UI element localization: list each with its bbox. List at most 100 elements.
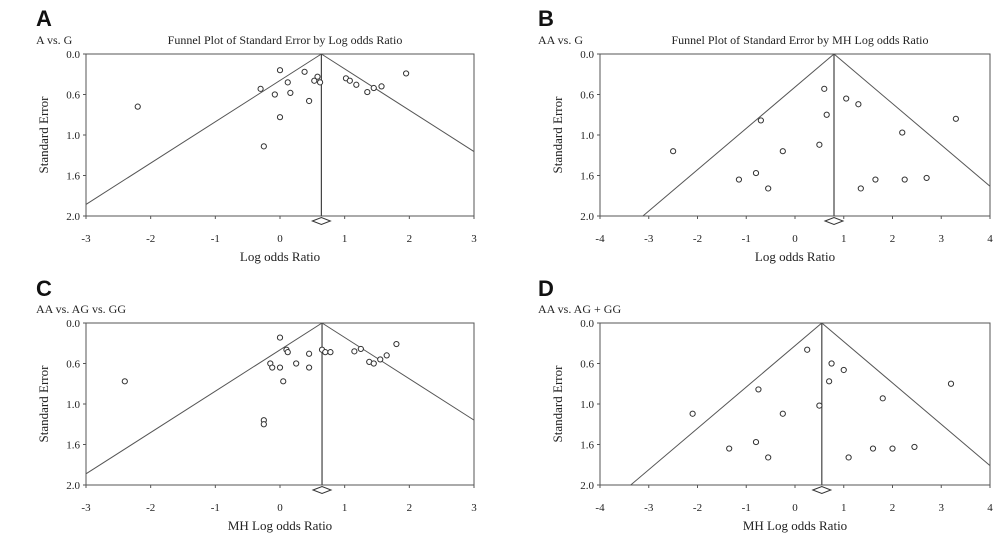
study-point [353,81,360,88]
plot-frame [85,322,475,486]
plot-frame [85,53,475,217]
plot-frame [599,322,991,486]
study-point [311,77,318,84]
funnel-left-line [85,322,323,475]
x-tick-label: -1 [211,502,220,514]
y-tick-label: 0.0 [66,318,80,330]
y-tick-label: 1.0 [66,399,80,411]
panel-letter: C [36,276,52,301]
y-tick-label: 0.6 [580,90,594,102]
study-point [121,378,128,385]
study-point [287,89,294,96]
study-point [752,438,760,446]
x-tick-label: -2 [146,233,155,245]
x-tick-label: -1 [211,233,220,245]
x-tick-label: -4 [595,502,605,514]
x-tick-label: 2 [407,502,413,514]
panel-subtitle: A vs. G [36,33,73,47]
funnel-right-line [821,322,991,466]
study-point [735,176,743,183]
study-point [823,111,830,118]
x-tick-label: -2 [693,233,702,245]
x-axis-title: MH Log odds Ratio [228,518,332,533]
x-tick-label: 0 [792,233,798,245]
study-point [393,340,400,348]
study-point [869,445,877,452]
x-tick-label: 2 [890,502,896,514]
study-point [327,349,334,356]
y-axis-title: Standard Error [550,96,565,174]
study-point [840,366,847,374]
study-point [134,103,141,110]
y-tick-label: 1.0 [66,130,80,142]
study-point [316,79,324,86]
y-tick-label: 0.6 [66,90,80,102]
x-tick-label: -1 [742,502,751,514]
x-tick-label: 1 [841,233,847,245]
study-point [689,410,696,417]
study-point [306,97,313,105]
study-point [757,117,764,124]
panel-subtitle: AA vs. AG + GG [538,302,621,316]
funnel-left-line [85,53,322,205]
study-point [284,79,291,86]
x-tick-label: 4 [987,502,993,514]
study-point [383,352,390,359]
study-point [816,402,823,409]
study-point [403,70,410,77]
x-tick-label: 3 [939,502,945,514]
y-tick-label: 1.0 [580,399,594,411]
y-tick-label: 0.0 [580,49,594,61]
x-tick-label: 1 [342,502,348,514]
x-tick-label: -3 [81,233,91,245]
y-tick-label: 2.0 [580,211,594,223]
x-tick-label: 3 [939,233,945,245]
panel-subtitle: AA vs. G [538,33,583,47]
chart-title: Funnel Plot of Standard Error by MH Log … [672,33,929,47]
x-tick-label: 3 [471,233,477,245]
study-point [357,345,364,353]
study-point [899,129,906,136]
study-point [377,356,384,363]
y-tick-label: 1.6 [66,440,80,452]
x-tick-label: -1 [742,233,751,245]
study-point [879,395,886,402]
study-point [280,378,287,385]
study-point [826,378,833,385]
study-point [779,148,786,155]
study-point [752,169,760,177]
study-point [276,114,284,121]
panel-letter: B [538,6,554,31]
x-axis-title: Log odds Ratio [755,249,835,264]
study-point [857,185,864,192]
x-tick-label: -3 [644,233,654,245]
panel-subtitle: AA vs. AG vs. GG [36,302,126,316]
y-axis-title: Standard Error [36,365,51,443]
study-point [351,348,358,355]
study-point [322,349,329,356]
study-point [370,360,377,367]
y-tick-label: 0.0 [66,49,80,61]
study-point [257,85,264,92]
study-point [378,83,385,90]
study-point [370,84,377,92]
study-point [726,445,733,452]
y-tick-label: 0.6 [66,359,80,371]
study-point [276,334,284,341]
panel-letter: A [36,6,52,31]
study-point [901,176,908,183]
x-tick-label: 1 [841,502,847,514]
y-tick-label: 0.6 [580,359,594,371]
study-point [314,73,321,80]
study-point [821,85,828,92]
funnel-left-line [630,322,823,486]
panel-c: CAA vs. AG vs. GG -3 -2 -1 0 1 2 3 0.0 0.6 1.0 1.6 2… [36,276,477,533]
study-point [276,364,284,371]
study-point [260,421,267,428]
study-point [306,350,313,357]
y-tick-label: 2.0 [66,480,80,492]
x-tick-label: 3 [471,502,477,514]
funnel-right-line [833,53,991,187]
x-tick-label: -2 [146,502,155,514]
study-point [923,174,930,182]
